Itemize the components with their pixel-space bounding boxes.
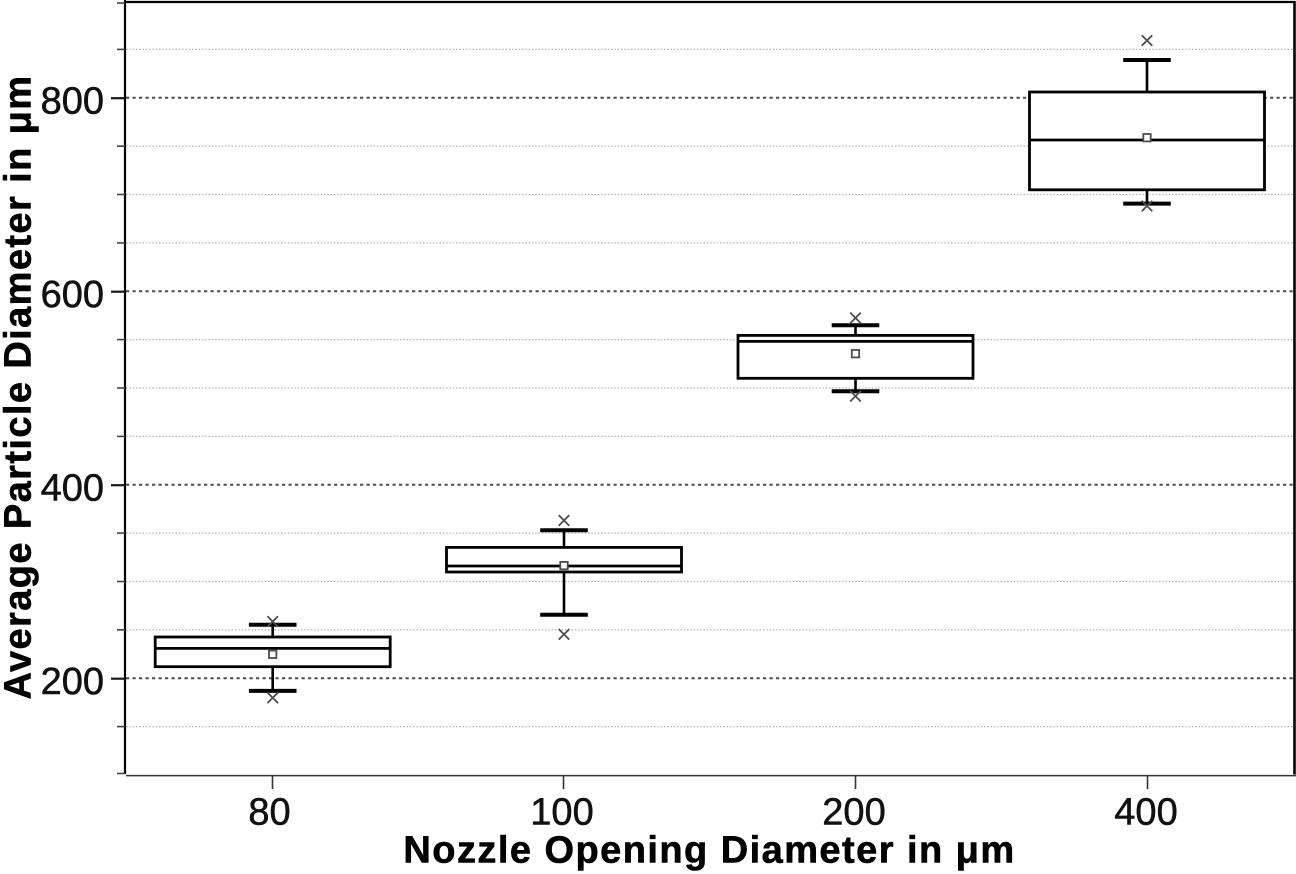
svg-text:400: 400 xyxy=(41,467,104,509)
svg-text:800: 800 xyxy=(41,80,104,122)
svg-text:Nozzle Opening Diameter in μm: Nozzle Opening Diameter in μm xyxy=(403,830,1015,872)
svg-text:600: 600 xyxy=(41,274,104,316)
svg-text:80: 80 xyxy=(248,791,290,833)
svg-text:100: 100 xyxy=(530,791,593,833)
svg-text:400: 400 xyxy=(1114,791,1177,833)
svg-text:200: 200 xyxy=(822,791,885,833)
svg-text:200: 200 xyxy=(41,661,104,703)
svg-text:Average Particle Diameter in μ: Average Particle Diameter in μm xyxy=(0,75,40,700)
